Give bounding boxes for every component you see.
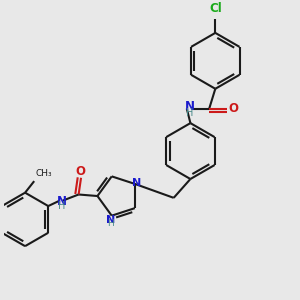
Text: H: H (186, 108, 194, 118)
Text: N: N (106, 215, 116, 225)
Text: N: N (57, 195, 67, 208)
Text: O: O (75, 165, 85, 178)
Text: H: H (107, 219, 114, 228)
Text: O: O (229, 102, 238, 115)
Text: CH₃: CH₃ (36, 169, 52, 178)
Text: H: H (58, 201, 66, 211)
Text: N: N (132, 178, 141, 188)
Text: N: N (185, 100, 195, 112)
Text: Cl: Cl (209, 2, 222, 15)
